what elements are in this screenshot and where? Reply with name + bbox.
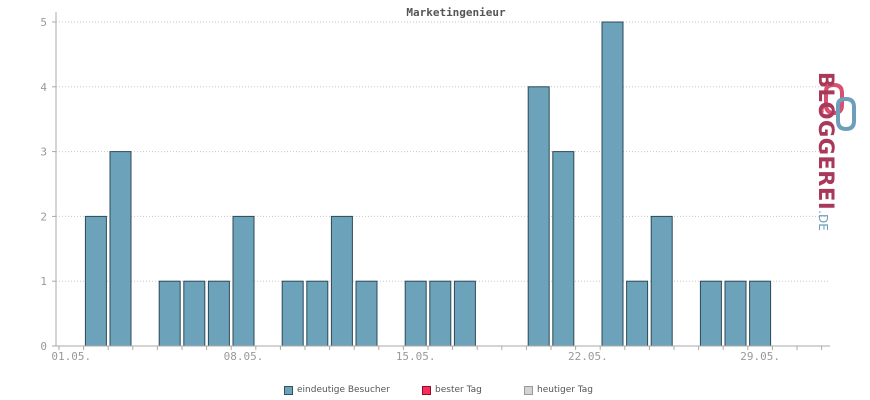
y-tick-label: 4	[40, 81, 47, 94]
visitor-bar	[650, 215, 673, 347]
visitor-bar	[183, 280, 206, 347]
legend-label-besucher: eindeutige Besucher	[297, 385, 390, 395]
y-tick-label: 0	[40, 340, 47, 353]
visitor-bar	[552, 151, 575, 347]
visitor-bar	[527, 86, 550, 347]
x-tick-label: 01.05.	[51, 350, 91, 363]
visitor-bar	[306, 280, 329, 347]
x-tick-label: 29.05.	[740, 350, 780, 363]
legend-item-heutiger-tag: heutiger Tag	[524, 385, 593, 395]
x-tick-labels: 01.05. 08.05. 15.05. 22.05. 29.05.	[51, 346, 823, 363]
brand-tld: .DE	[816, 210, 830, 231]
legend-swatch-bester-tag	[422, 385, 431, 395]
axes	[55, 12, 830, 347]
x-tick-label: 08.05.	[224, 350, 264, 363]
legend-label-heutiger-tag: heutiger Tag	[537, 385, 594, 395]
visitor-bar	[84, 215, 107, 347]
bloggerei-logo-icon	[819, 82, 856, 132]
legend-swatch-heutiger-tag	[524, 385, 533, 395]
legend-item-besucher: eindeutige Besucher	[284, 385, 390, 395]
visitor-bar	[232, 215, 255, 347]
x-tick-label: 15.05.	[396, 350, 436, 363]
y-tick-label: 1	[40, 275, 47, 288]
visitor-bar	[699, 280, 722, 347]
visitor-bar	[158, 280, 181, 347]
visitor-bar	[626, 280, 649, 347]
visitor-bar	[355, 280, 378, 347]
visitor-bar	[429, 280, 452, 347]
brand-wordmark: BLOGGEREI.DE	[814, 72, 838, 231]
visitor-bar	[453, 280, 476, 347]
legend-swatch-besucher	[284, 385, 293, 395]
y-tick-label: 5	[40, 16, 47, 29]
y-tick-labels: 0 1 2 3 4 5	[40, 16, 56, 353]
visitor-bar	[601, 21, 624, 347]
x-tick-label: 22.05.	[568, 350, 608, 363]
visitor-bar	[749, 280, 772, 347]
visitor-bar	[281, 280, 304, 347]
visitor-bar	[109, 151, 132, 347]
chart-title: Marketingenieur	[406, 6, 506, 19]
brand-name: BLOGGEREI	[814, 72, 838, 211]
y-tick-label: 2	[40, 210, 47, 223]
legend: eindeutige Besucher bester Tag heutiger …	[0, 385, 870, 399]
visitor-bar	[404, 280, 427, 347]
visitor-bar	[724, 280, 747, 347]
visitor-bar	[207, 280, 230, 347]
y-tick-label: 3	[40, 146, 47, 159]
legend-item-bester-tag: bester Tag	[422, 385, 482, 395]
legend-label-bester-tag: bester Tag	[435, 385, 482, 395]
bars	[84, 21, 772, 347]
grid	[56, 21, 830, 282]
visitor-bar	[330, 215, 353, 347]
